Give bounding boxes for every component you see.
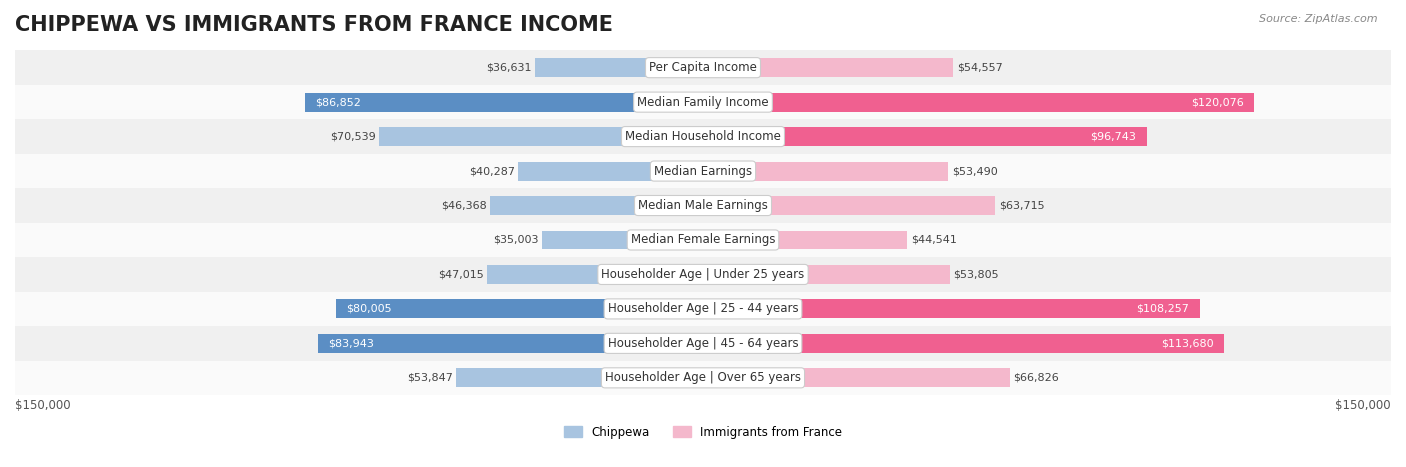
Bar (703, 58, 953, 77)
Text: Householder Age | Over 65 years: Householder Age | Over 65 years (605, 371, 801, 384)
Bar (15, 361, 1391, 395)
Text: CHIPPEWA VS IMMIGRANTS FROM FRANCE INCOME: CHIPPEWA VS IMMIGRANTS FROM FRANCE INCOM… (15, 15, 613, 35)
Bar (15, 50, 1391, 85)
Bar (703, 299, 1199, 318)
Text: Median Household Income: Median Household Income (626, 130, 780, 143)
Bar (15, 188, 1391, 223)
Text: $108,257: $108,257 (1136, 304, 1189, 314)
Bar (456, 368, 703, 387)
Text: $44,541: $44,541 (911, 235, 956, 245)
Bar (305, 92, 703, 112)
Text: Householder Age | Under 25 years: Householder Age | Under 25 years (602, 268, 804, 281)
Bar (519, 162, 703, 181)
Text: $53,490: $53,490 (952, 166, 997, 176)
Bar (15, 326, 1391, 361)
Bar (703, 265, 950, 284)
Text: $46,368: $46,368 (441, 200, 486, 211)
Bar (15, 257, 1391, 292)
Bar (703, 162, 948, 181)
Bar (15, 292, 1391, 326)
Bar (703, 368, 1010, 387)
Bar (703, 92, 1254, 112)
Text: Source: ZipAtlas.com: Source: ZipAtlas.com (1260, 14, 1378, 24)
Text: $86,852: $86,852 (315, 97, 361, 107)
Text: $36,631: $36,631 (486, 63, 531, 73)
Text: $120,076: $120,076 (1191, 97, 1243, 107)
Text: $96,743: $96,743 (1091, 132, 1136, 142)
Bar (703, 334, 1225, 353)
Text: $35,003: $35,003 (494, 235, 538, 245)
Bar (703, 127, 1147, 146)
Bar (543, 231, 703, 249)
Bar (15, 154, 1391, 188)
Legend: Chippewa, Immigrants from France: Chippewa, Immigrants from France (560, 421, 846, 443)
Bar (318, 334, 703, 353)
Bar (536, 58, 703, 77)
Text: $53,805: $53,805 (953, 269, 998, 279)
Bar (703, 231, 907, 249)
Text: $70,539: $70,539 (330, 132, 375, 142)
Text: $80,005: $80,005 (346, 304, 392, 314)
Text: Median Male Earnings: Median Male Earnings (638, 199, 768, 212)
Bar (15, 223, 1391, 257)
Text: Per Capita Income: Per Capita Income (650, 61, 756, 74)
Text: Median Family Income: Median Family Income (637, 96, 769, 109)
Text: $47,015: $47,015 (439, 269, 484, 279)
Bar (15, 120, 1391, 154)
Text: Householder Age | 25 - 44 years: Householder Age | 25 - 44 years (607, 303, 799, 315)
Bar (491, 196, 703, 215)
Text: $54,557: $54,557 (956, 63, 1002, 73)
Bar (336, 299, 703, 318)
Text: $53,847: $53,847 (406, 373, 453, 383)
Text: $63,715: $63,715 (998, 200, 1045, 211)
Text: $40,287: $40,287 (468, 166, 515, 176)
Bar (703, 196, 995, 215)
Text: $150,000: $150,000 (15, 399, 70, 412)
Text: Householder Age | 45 - 64 years: Householder Age | 45 - 64 years (607, 337, 799, 350)
Text: $83,943: $83,943 (329, 339, 374, 348)
Text: $66,826: $66,826 (1012, 373, 1059, 383)
Text: $150,000: $150,000 (1336, 399, 1391, 412)
Bar (15, 85, 1391, 120)
Bar (488, 265, 703, 284)
Text: $113,680: $113,680 (1161, 339, 1215, 348)
Bar (380, 127, 703, 146)
Text: Median Female Earnings: Median Female Earnings (631, 234, 775, 247)
Text: Median Earnings: Median Earnings (654, 164, 752, 177)
